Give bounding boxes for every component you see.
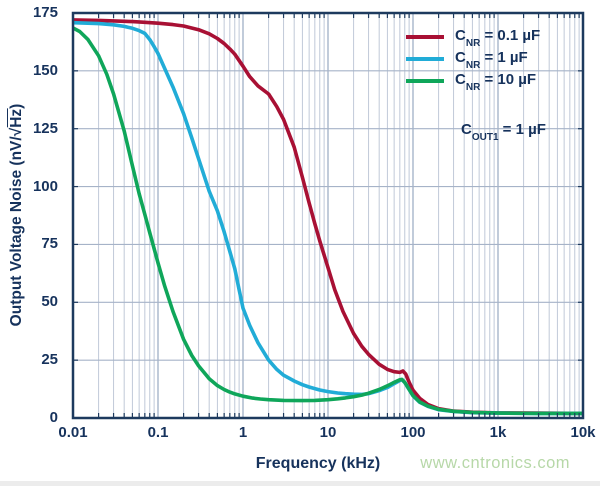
legend-swatch-cyan [406,57,444,61]
legend-swatch-red [406,35,444,39]
y-tick-label: 100 [32,177,58,195]
x-tick-label: 1 [238,424,248,441]
legend-item-cnr-1uf: CNR = 1 µF [406,48,540,71]
legend-label: CNR = 1 µF [455,49,528,71]
sqrt-sign: √ [8,127,25,137]
y-tick-label: 25 [41,351,58,369]
watermark-url: www.cntronics.com [420,454,570,472]
data-curves [73,18,583,416]
x-axis-title: Frequency (kHz) [255,455,381,472]
series-curve-0 [73,18,583,416]
x-tick-label: 10k [570,424,596,441]
y-tick-label: 125 [32,119,58,137]
gridlines [73,13,583,418]
y-tick-label: 150 [32,61,58,79]
x-tick-label: 100 [400,424,426,441]
y-tick-label: 0 [49,409,58,426]
legend: CNR = 0.1 µF CNR = 1 µF CNR = 10 µF [406,26,541,93]
y-tick-label: 50 [41,293,58,311]
legend-item-cnr-10uf: CNR = 10 µF [406,70,540,93]
y-tick-label: 175 [32,4,58,21]
y-axis-title: Output Voltage Noise (nV/√Hz) [7,103,25,327]
x-tick-label: 0.01 [58,424,88,441]
sqrt-overline: Hz [7,108,25,128]
x-tick-label: 10 [319,424,337,441]
cout1-annotation: COUT1 = 1 µF [461,121,546,143]
legend-label: CNR = 10 µF [455,71,537,93]
plot-border [71,11,585,420]
legend-swatch-green [406,79,444,83]
x-tick-label: 1k [489,424,507,441]
legend-label: CNR = 0.1 µF [455,27,541,49]
x-tick-label: 0.1 [147,424,169,441]
y-tick-label: 75 [41,235,58,253]
image-bottom-strip [0,481,600,486]
series-curve-2 [73,26,583,416]
legend-item-cnr-0.1uf: CNR = 0.1 µF [406,26,541,49]
